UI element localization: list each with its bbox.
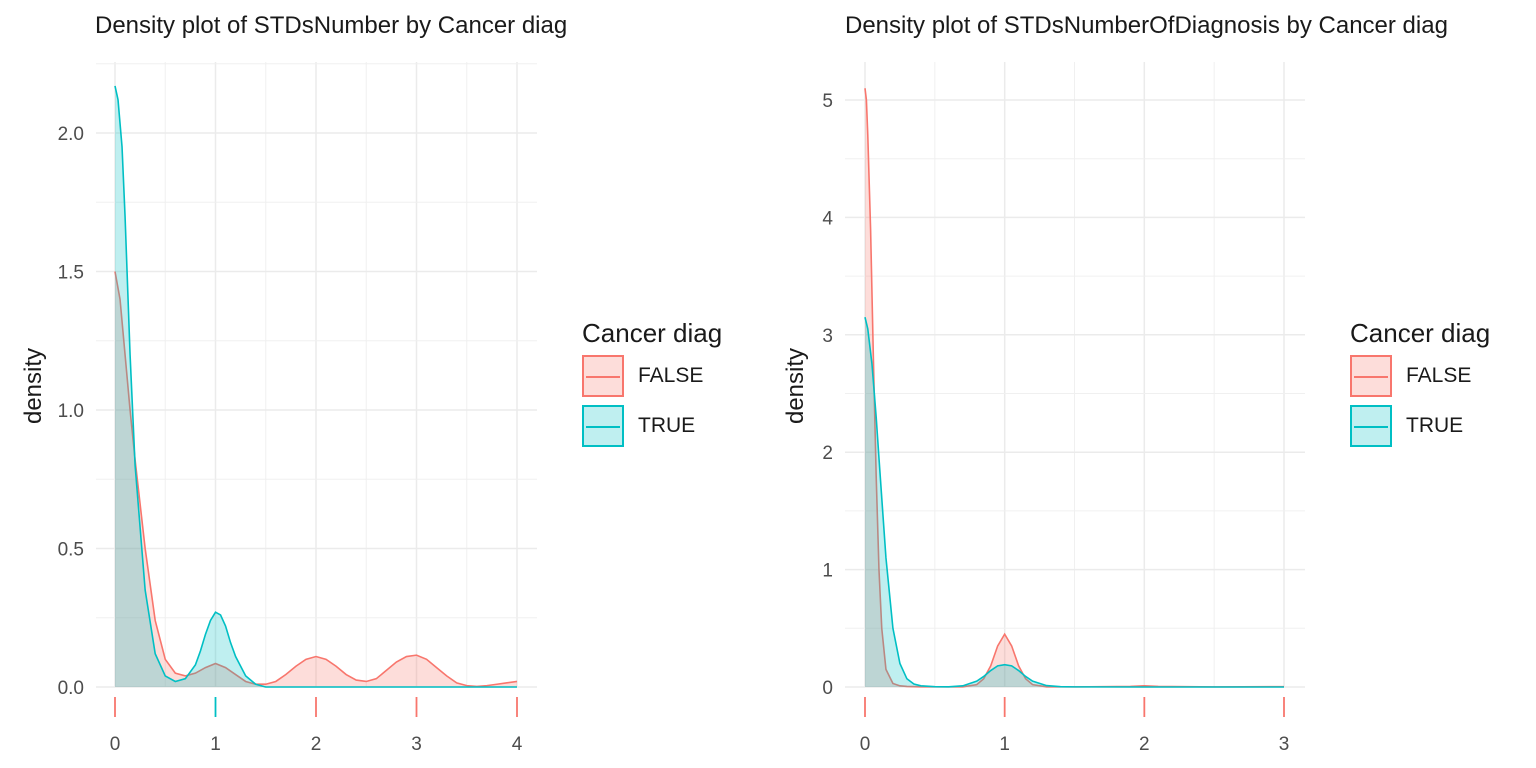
- x-tick-label: 0: [110, 734, 121, 755]
- density-chart-stds-number-of-diagnosis: Density plot of STDsNumberOfDiagnosis by…: [768, 0, 1536, 768]
- y-tick-label: 0.0: [58, 678, 84, 699]
- x-tick-label: 4: [512, 734, 523, 755]
- y-tick-label: 1.0: [58, 401, 84, 422]
- chart-title: Density plot of STDsNumberOfDiagnosis by…: [845, 12, 1448, 39]
- legend-item-false: FALSE: [1350, 353, 1490, 399]
- legend-key-false: [1350, 355, 1392, 397]
- legend-item-true: TRUE: [582, 403, 722, 449]
- density-line-false: [114, 271, 518, 688]
- legend-key-true: [1350, 405, 1392, 447]
- legend-label-true: TRUE: [638, 414, 696, 437]
- legend-title: Cancer diag: [1350, 318, 1491, 348]
- x-tick-label: 3: [411, 734, 422, 755]
- legend-key-true: [582, 405, 624, 447]
- density-area-false: [115, 271, 517, 687]
- x-tick-label: 1: [999, 734, 1010, 755]
- y-tick-label: 2: [822, 443, 833, 464]
- y-tick-label: 0: [822, 678, 833, 699]
- y-tick-label: 3: [822, 326, 833, 347]
- y-tick-label: 1.5: [58, 263, 84, 284]
- density-line-true: [864, 317, 1284, 688]
- grid: [96, 62, 537, 688]
- chart-title: Density plot of STDsNumber by Cancer dia…: [95, 12, 568, 39]
- plot-area: 0 1 2 3 0 1 2 3 4 5: [822, 62, 1305, 755]
- density-line-true: [114, 85, 517, 688]
- legend-title: Cancer diag: [582, 318, 723, 348]
- y-tick-label: 0.5: [58, 540, 84, 561]
- legend-item-false: FALSE: [582, 353, 722, 399]
- legend-label-false: FALSE: [638, 364, 704, 387]
- y-tick-label: 2.0: [58, 124, 84, 145]
- y-tick-label: 1: [822, 561, 833, 582]
- legend-key-false: [582, 355, 624, 397]
- legend: Cancer diag FALSE TRUE: [582, 318, 722, 449]
- x-tick-label: 2: [1139, 734, 1150, 755]
- legend-label-false: FALSE: [1406, 364, 1472, 387]
- x-tick-label: 3: [1279, 734, 1290, 755]
- y-tick-label: 4: [822, 208, 833, 229]
- legend-item-true: TRUE: [1350, 403, 1490, 449]
- x-tick-label: 1: [210, 734, 221, 755]
- grid: [845, 62, 1305, 688]
- plot-area: 0 1 2 3 4 0.0 0.5 1.0 1.5 2.0: [58, 62, 537, 755]
- density-chart-stds-number: Density plot of STDsNumber by Cancer dia…: [20, 12, 722, 755]
- x-tick-label: 2: [311, 734, 322, 755]
- legend-label-true: TRUE: [1406, 414, 1464, 437]
- x-tick-label: 0: [860, 734, 871, 755]
- legend: Cancer diag FALSE TRUE: [1350, 318, 1490, 449]
- y-tick-label: 5: [822, 91, 833, 112]
